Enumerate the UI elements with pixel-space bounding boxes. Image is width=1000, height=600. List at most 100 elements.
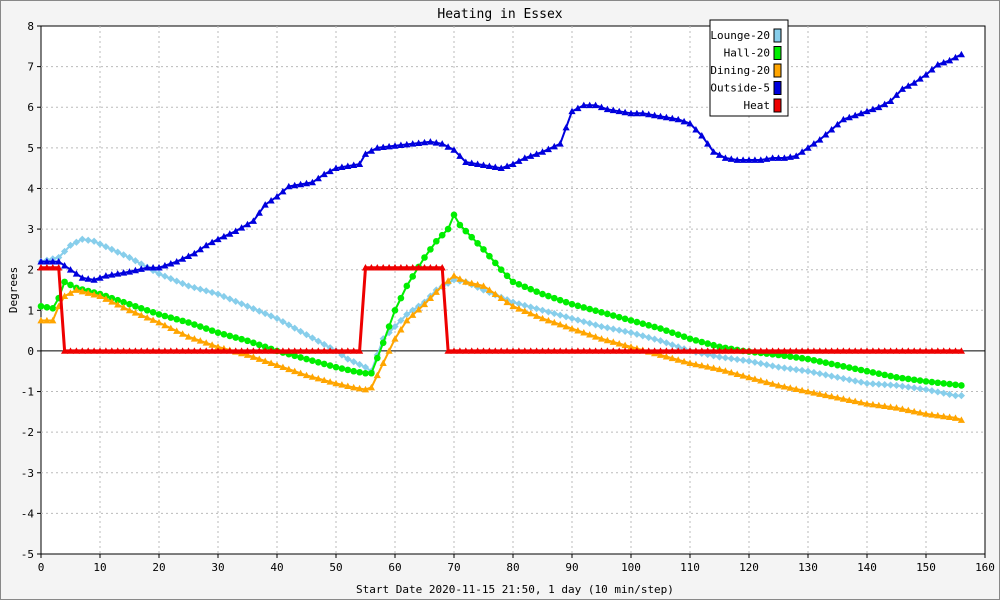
data-point-outside-5 [196,245,204,253]
data-point-lounge-20 [515,300,523,308]
data-point-heat [161,347,169,354]
data-point-dining-20 [474,280,482,288]
data-point-dining-20 [131,309,139,316]
data-point-outside-5 [916,75,924,82]
data-point-dining-20 [444,277,452,284]
data-point-hall-20 [486,252,493,260]
data-point-outside-5 [361,150,370,157]
data-point-lounge-20 [704,350,712,359]
data-point-lounge-20 [597,322,606,331]
data-point-heat [214,347,222,354]
data-point-hall-20 [822,359,829,367]
data-point-lounge-20 [344,355,352,363]
data-point-heat [468,347,476,354]
data-point-outside-5 [715,151,724,158]
data-point-dining-20 [497,294,505,302]
data-point-lounge-20 [66,241,75,249]
data-point-lounge-20 [774,363,783,371]
data-point-outside-5 [839,115,847,123]
data-point-outside-5 [391,142,399,149]
data-point-outside-5 [662,113,670,121]
data-point-dining-20 [875,401,883,409]
data-point-dining-20 [739,372,747,379]
data-point-lounge-20 [108,245,116,253]
legend-label-outside-5: Outside-5 [710,82,770,95]
data-point-outside-5 [698,132,706,139]
data-point-dining-20 [503,298,511,306]
data-point-heat [692,347,700,354]
data-point-dining-20 [125,306,134,314]
data-point-dining-20 [898,405,906,412]
data-point-dining-20 [249,353,257,360]
data-point-hall-20 [397,294,405,302]
series-heat [37,264,965,354]
data-point-outside-5 [562,123,570,131]
data-point-outside-5 [190,249,198,257]
data-point-heat [615,347,623,354]
data-point-outside-5 [214,235,222,243]
data-point-heat [49,264,57,271]
data-point-dining-20 [704,363,712,370]
data-point-hall-20 [556,296,564,304]
data-point-dining-20 [261,357,269,364]
data-point-outside-5 [721,154,729,161]
data-point-outside-5 [692,125,700,133]
data-point-dining-20 [946,413,954,421]
data-point-outside-5 [710,148,718,155]
data-point-dining-20 [184,333,193,340]
data-point-heat [727,347,735,354]
data-point-heat [125,347,134,354]
data-point-lounge-20 [84,236,92,244]
data-point-hall-20 [574,302,582,310]
data-point-hall-20 [893,374,900,381]
data-point-dining-20 [674,356,682,363]
data-point-outside-5 [120,269,128,276]
data-point-heat [308,347,316,354]
data-point-outside-5 [863,107,871,115]
data-point-lounge-20 [114,248,122,256]
data-point-lounge-20 [727,355,735,363]
data-point-heat [238,347,246,354]
data-point-heat [887,347,895,354]
data-point-heat [544,347,552,354]
data-point-dining-20 [214,343,222,350]
data-point-heat [521,347,529,354]
data-point-heat [485,347,493,354]
data-point-dining-20 [692,360,700,368]
data-point-hall-20 [922,378,930,385]
data-point-lounge-20 [651,335,659,343]
data-point-heat [350,347,358,354]
data-point-dining-20 [710,364,718,371]
data-point-hall-20 [840,363,847,370]
data-point-dining-20 [910,407,918,415]
data-point-dining-20 [320,376,328,384]
data-point-dining-20 [397,326,405,333]
data-point-hall-20 [362,369,369,377]
data-point-hall-20 [332,363,340,371]
data-point-dining-20 [291,367,299,375]
data-point-hall-20 [291,352,299,360]
data-point-dining-20 [904,406,912,414]
data-point-dining-20 [338,381,346,388]
data-point-heat [580,347,588,354]
data-point-outside-5 [656,112,665,120]
data-point-outside-5 [627,109,635,117]
data-point-heat [892,347,901,354]
data-point-hall-20 [551,294,558,302]
data-point-heat [538,347,547,354]
data-point-outside-5 [308,178,316,186]
data-point-hall-20 [663,327,670,334]
data-point-lounge-20 [816,370,824,378]
data-point-outside-5 [881,100,889,108]
data-point-dining-20 [721,367,729,374]
data-point-outside-5 [645,110,653,118]
data-point-hall-20 [450,211,458,219]
data-point-outside-5 [615,107,623,115]
data-point-lounge-20 [285,321,293,329]
data-point-dining-20 [757,376,765,384]
data-point-heat [438,264,446,271]
data-point-outside-5 [261,201,269,208]
data-point-hall-20 [798,354,806,362]
data-point-heat [822,347,830,354]
data-point-heat [108,347,116,354]
